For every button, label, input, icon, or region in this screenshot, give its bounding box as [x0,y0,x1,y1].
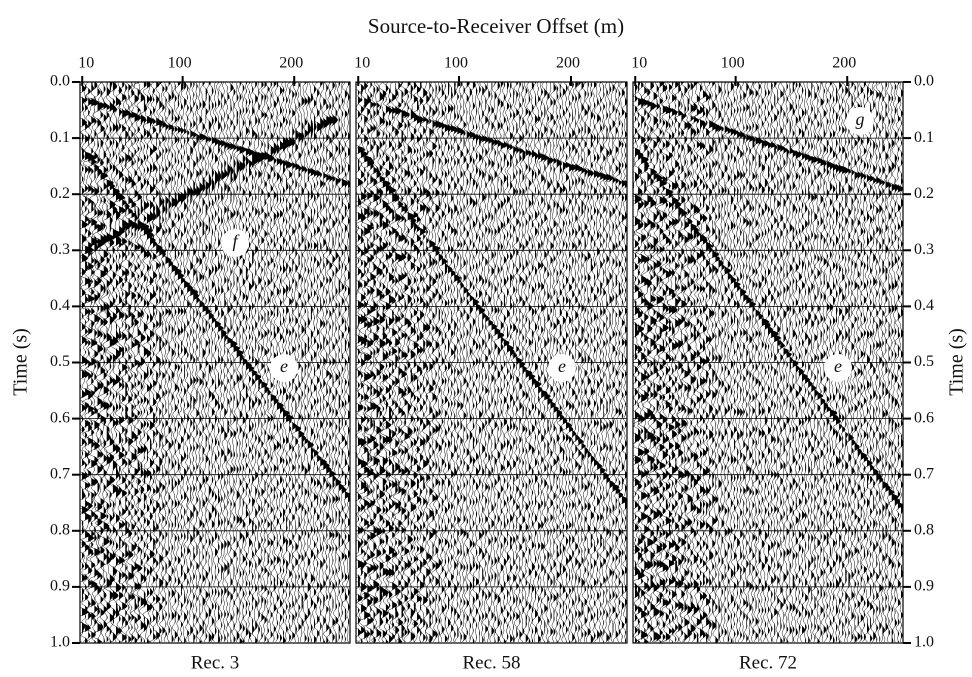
trace [774,82,783,642]
annotation: e [834,356,842,376]
y-tick-label: 0.5 [50,353,70,370]
trace [206,82,214,642]
y-tick-label: 0.8 [50,521,70,538]
y-tick-label: 0.2 [50,185,70,202]
panel: 10 100 200 Rec. 72 g e [628,55,905,674]
x-tick-label: 200 [279,55,303,72]
x-tick-label: 200 [832,55,856,72]
y-tick-label: 0.0 [50,73,70,90]
y-tick-label: 0.4 [50,297,70,314]
y-tick-label: 0.9 [50,578,70,595]
y-tick-label: 0.7 [50,465,70,482]
trace [737,82,747,642]
annotation: e [280,356,288,376]
y-tick-label: 0.1 [50,129,70,146]
annotation: e [558,356,566,376]
y-tick-label-right: 0.4 [914,297,934,314]
x-tick-label: 10 [631,55,647,72]
y-tick-label-right: 0.0 [914,73,934,90]
panel-label: Rec. 58 [462,652,520,673]
y-tick-label-right: 0.3 [914,241,934,258]
y-tick-label-right: 0.5 [914,353,934,370]
x-tick-label: 100 [168,55,192,72]
trace [746,82,756,642]
y-tick-label-right: 0.8 [914,521,934,538]
x-tick-label: 10 [78,55,94,72]
trace [870,82,879,642]
trace [855,82,862,642]
y-tick-label: 0.3 [50,241,70,258]
y-tick-label-right: 1.0 [914,634,934,651]
trace [532,82,542,642]
trace [212,82,222,642]
y-tick-label-right: 0.7 [914,465,934,482]
x-tick-label: 100 [444,55,468,72]
annotation: g [856,109,865,129]
y-axis-label-right: Time (s) [946,328,968,396]
figure: Source-to-Receiver Offset (m) Time (s) T… [0,0,972,677]
panel-label: Rec. 3 [191,652,240,673]
trace [802,82,810,642]
panel-label: Rec. 72 [739,652,797,673]
y-tick-label: 1.0 [50,634,70,651]
panel: 10 100 200 Rec. 58 e [351,55,630,674]
y-tick-label-right: 0.6 [914,409,934,426]
y-tick-label-right: 0.9 [914,578,934,595]
panel: 10100200Rec. 3fe [75,55,353,674]
trace [442,82,451,642]
chart-title: Source-to-Receiver Offset (m) [368,14,624,38]
trace [314,82,323,642]
y-axis-label: Time (s) [10,328,32,396]
trace [541,82,550,642]
y-tick-label-right: 0.1 [914,129,934,146]
x-tick-label: 200 [556,55,580,72]
trace [262,82,271,642]
x-tick-label: 10 [354,55,370,72]
y-tick-label-right: 0.2 [914,185,934,202]
trace [538,82,547,642]
y-tick-label: 0.6 [50,409,70,426]
x-tick-label: 100 [721,55,745,72]
trace [187,82,197,642]
